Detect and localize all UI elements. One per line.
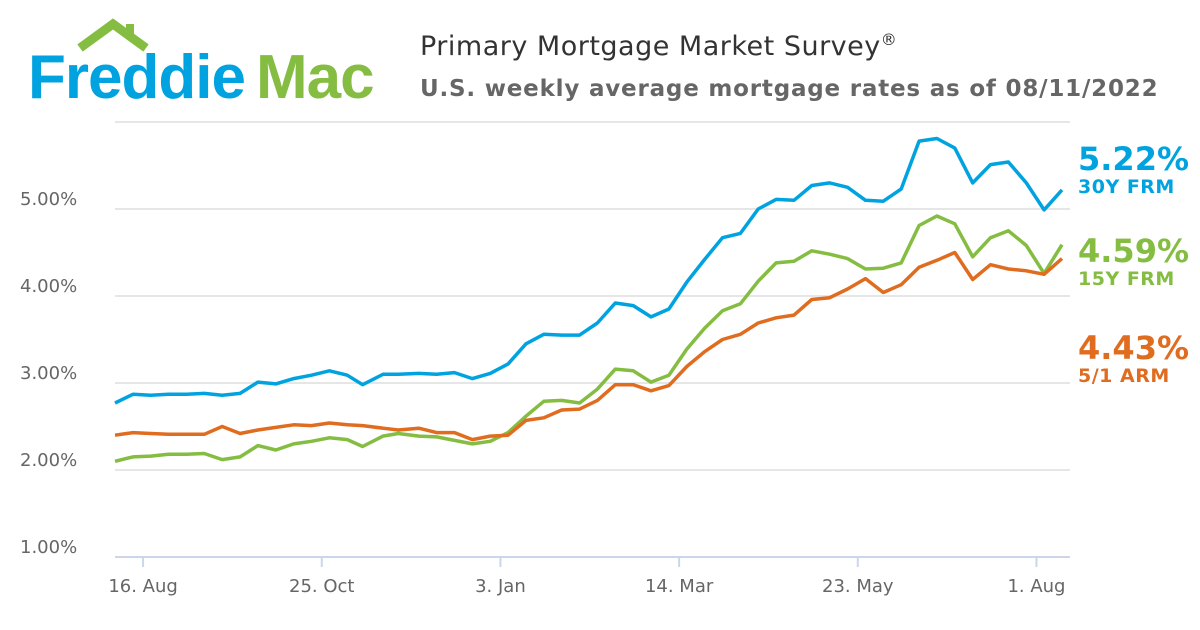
freddie-mac-logo: Freddie Mac	[28, 18, 375, 108]
y-tick-label: 4.00%	[20, 276, 77, 297]
chart-subtitle: U.S. weekly average mortgage rates as of…	[420, 76, 1159, 102]
latest-15y: 4.59%	[1078, 232, 1190, 270]
latest-arm: 4.43%	[1078, 329, 1190, 367]
x-tick-label: 1. Aug	[1007, 576, 1065, 597]
label-arm: 4.43% 5/1 ARM	[1078, 331, 1189, 387]
series-line-30y-frm	[114, 136, 1064, 405]
x-tick-label: 16. Aug	[108, 576, 178, 597]
label-15y: 4.59% 15Y FRM	[1078, 234, 1189, 290]
x-tick-label: 23. May	[822, 576, 894, 597]
latest-30y: 5.22%	[1078, 140, 1190, 178]
y-tick-label: 5.00%	[20, 189, 77, 210]
svg-text:Freddie: Freddie	[28, 43, 245, 108]
x-tick-label: 3. Jan	[475, 576, 526, 597]
series-name-15y: 15Y FRM	[1078, 268, 1175, 290]
registered-mark: ®	[880, 30, 898, 49]
series-line-15y-frm	[114, 214, 1064, 463]
x-tick-label: 14. Mar	[645, 576, 714, 597]
series-name-30y: 30Y FRM	[1078, 176, 1175, 198]
house-roof-icon	[77, 18, 149, 52]
y-tick-label: 3.00%	[20, 363, 77, 384]
series-line-5-1-arm	[114, 250, 1064, 442]
series-name-arm: 5/1 ARM	[1078, 365, 1170, 387]
y-tick-label: 1.00%	[20, 537, 77, 558]
x-tick-label: 25. Oct	[289, 576, 354, 597]
title-text: Primary Mortgage Market Survey	[420, 31, 881, 62]
chart-title: Primary Mortgage Market Survey®	[420, 30, 897, 62]
y-tick-label: 2.00%	[20, 450, 77, 471]
svg-text:Mac: Mac	[256, 43, 374, 108]
label-30y: 5.22% 30Y FRM	[1078, 142, 1189, 198]
